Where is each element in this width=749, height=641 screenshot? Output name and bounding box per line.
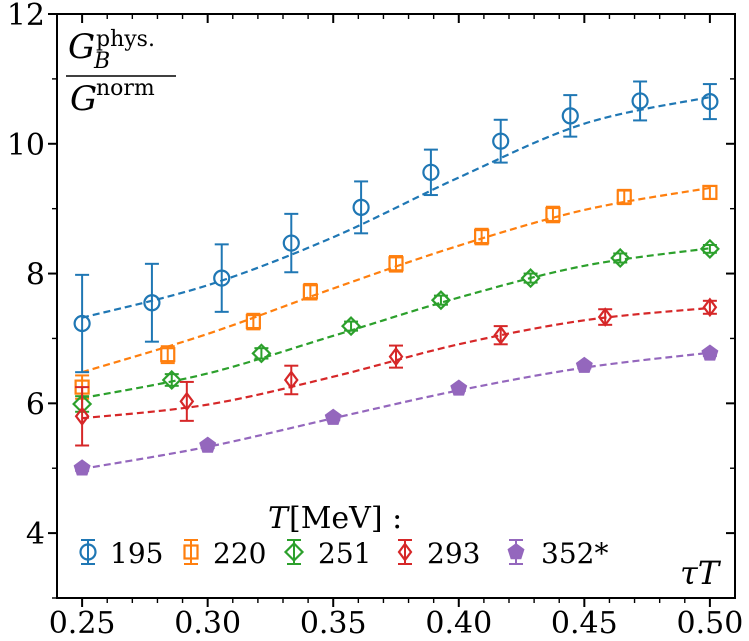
data-point — [701, 92, 719, 111]
data-point — [701, 344, 719, 361]
y-axis-label: G B phys. G norm — [66, 27, 176, 119]
data-point — [160, 347, 176, 363]
data-point — [282, 234, 300, 252]
x-tick-label: 0.35 — [300, 606, 367, 641]
data-point — [324, 408, 342, 425]
plot-frame — [56, 13, 736, 599]
x-tick-label: 0.50 — [676, 606, 743, 641]
y-tick-label: 6 — [26, 387, 45, 422]
x-tick-label: 0.30 — [174, 606, 241, 641]
series-195 — [73, 80, 719, 374]
legend-title-var: T — [268, 501, 290, 536]
data-point — [302, 284, 318, 300]
data-point — [213, 269, 231, 287]
data-point — [74, 406, 90, 427]
legend-entries: 195 220 251 293 352* — [79, 537, 608, 570]
series-352* — [73, 344, 719, 476]
legend-label-195: 195 — [110, 537, 163, 570]
legend-marker-293 — [397, 542, 413, 562]
fit-curve-195 — [81, 95, 711, 319]
y-tick-label: 4 — [26, 517, 45, 552]
x-tick-label: 0.25 — [49, 606, 116, 641]
fit-curves — [81, 95, 711, 470]
data-point — [430, 290, 452, 311]
y-tick-label: 12 — [7, 0, 45, 33]
legend: T [MeV] : 195 220 251 293 352* — [79, 501, 608, 570]
data-point — [492, 132, 510, 150]
data-point — [245, 313, 261, 330]
data-point — [143, 294, 161, 312]
x-label: τT — [680, 554, 722, 592]
fit-curve-251 — [81, 247, 711, 400]
y-tick-label: 8 — [26, 258, 45, 293]
legend-title-unit: [MeV] : — [289, 501, 402, 536]
data-point — [283, 370, 299, 390]
data-point — [161, 369, 182, 391]
y-label-den-main: G — [70, 79, 97, 119]
y-label-num-sup: phys. — [96, 27, 155, 52]
data-point — [450, 379, 468, 396]
data-point — [702, 184, 718, 201]
data-point — [597, 307, 613, 327]
legend-label-251: 251 — [318, 537, 371, 570]
legend-label-220: 220 — [213, 537, 266, 570]
legend-label-352*: 352* — [541, 537, 608, 570]
data-point — [422, 163, 440, 181]
y-tick-label: 10 — [7, 128, 45, 163]
data-point — [561, 107, 579, 125]
x-tick-label: 0.40 — [425, 606, 492, 641]
data-point — [199, 436, 217, 453]
data-point — [388, 346, 404, 367]
data-point — [520, 268, 541, 289]
series-293 — [74, 297, 718, 447]
y-label-num-main: G — [68, 27, 95, 67]
data-point — [251, 343, 272, 364]
y-label-num-sub: B — [93, 49, 110, 74]
fit-curve-352* — [81, 351, 711, 470]
axis-ticks — [48, 13, 735, 607]
data-point — [575, 356, 593, 373]
x-axis-label: τT — [680, 554, 722, 592]
data-point — [352, 198, 370, 216]
data-point — [699, 238, 720, 259]
data-point — [340, 316, 362, 337]
legend-label-293: 293 — [427, 537, 480, 570]
data-point — [73, 459, 91, 476]
data-point — [616, 189, 632, 205]
legend-marker-195 — [79, 543, 97, 561]
data-point — [702, 297, 718, 318]
tick-labels: 0.25 0.30 0.35 0.40 0.45 0.50 4 6 8 10 12 — [7, 0, 743, 641]
data-point — [73, 314, 91, 333]
data-point — [493, 325, 509, 346]
x-tick-label: 0.45 — [551, 606, 618, 641]
data-point — [631, 92, 649, 110]
legend-marker-251 — [283, 541, 305, 563]
y-label-den-sup: norm — [96, 76, 155, 101]
data-point — [545, 206, 561, 223]
data-point — [610, 247, 631, 269]
data-points — [72, 80, 720, 476]
data-point — [474, 228, 490, 245]
legend-marker-220 — [183, 544, 199, 560]
legend-marker-352* — [507, 543, 525, 560]
data-point — [179, 391, 195, 412]
data-point — [388, 256, 404, 272]
fit-curve-220 — [81, 186, 711, 374]
